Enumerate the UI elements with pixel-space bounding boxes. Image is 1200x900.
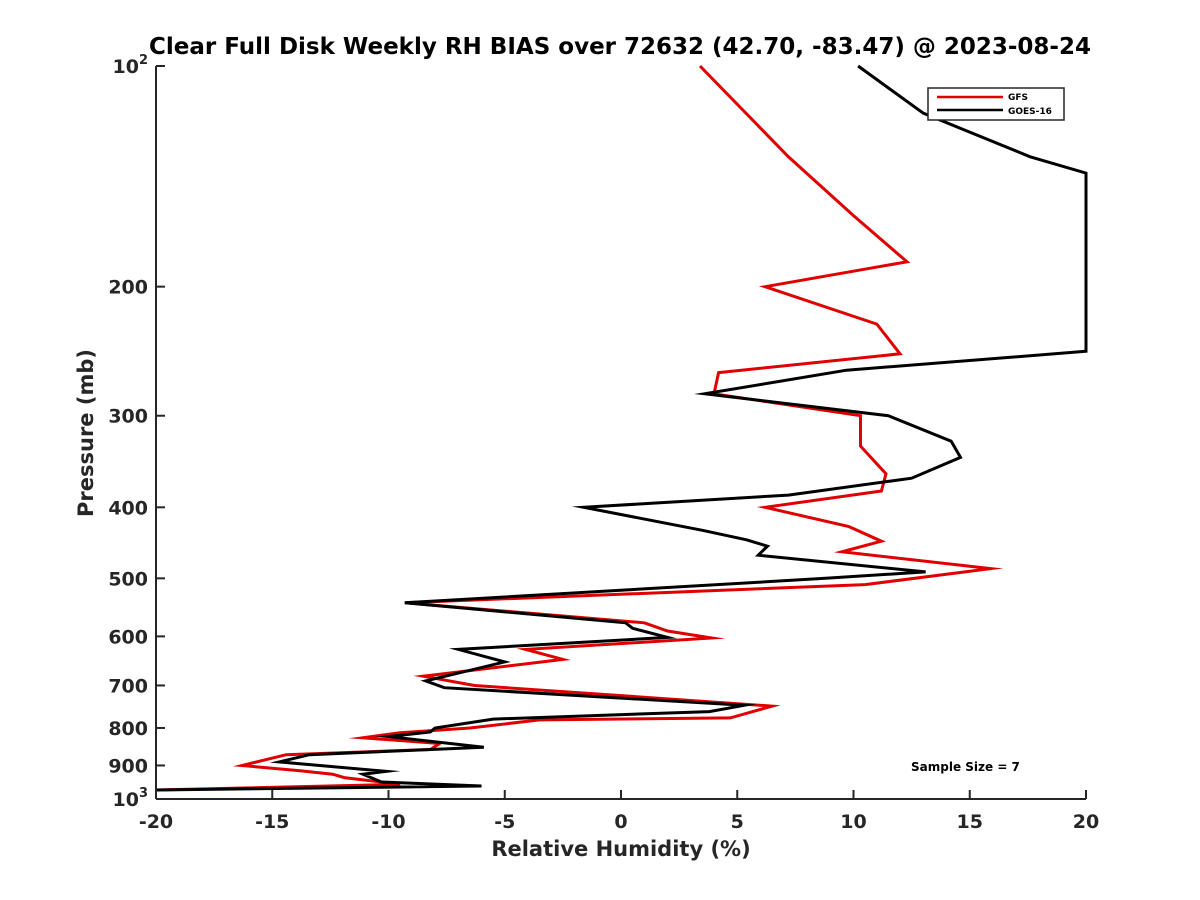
x-tick-label: -15 (255, 811, 289, 833)
x-tick-label: 20 (1073, 811, 1099, 833)
y-tick-label: 200 (108, 277, 148, 299)
legend: GFS GOES-16 (927, 87, 1065, 121)
x-tick-label: -20 (139, 811, 173, 833)
y-tick-label: 400 (108, 497, 148, 519)
x-tick-label: 5 (731, 811, 744, 833)
y-tick-label: 700 (108, 675, 148, 697)
y-tick-label: 103 (113, 786, 149, 811)
sample-size-annotation: Sample Size = 7 (911, 760, 1020, 774)
x-tick-label: -10 (371, 811, 405, 833)
x-tick-label: -5 (494, 811, 515, 833)
x-axis-label: Relative Humidity (%) (491, 837, 750, 861)
x-axis-ticks: -20 -15 -10 -5 0 5 10 15 20 (139, 790, 1099, 833)
series-line-goes16 (155, 64, 1088, 792)
y-tick-label: 102 (113, 53, 149, 78)
plot-area (156, 66, 1086, 799)
x-tick-label: 15 (957, 811, 983, 833)
y-axis-ticks: 102 200 300 400 500 600 700 800 900 103 (108, 53, 165, 811)
y-tick-label: 900 (108, 755, 148, 777)
x-tick-label: 10 (840, 811, 866, 833)
y-tick-label: 300 (108, 406, 148, 428)
y-tick-label: 500 (108, 568, 148, 590)
chart-title: Clear Full Disk Weekly RH BIAS over 7263… (149, 34, 1091, 60)
y-axis-label: Pressure (mb) (74, 349, 98, 517)
x-tick-label: 0 (614, 811, 627, 833)
legend-label-gfs: GFS (1008, 93, 1028, 103)
legend-label-goes16: GOES-16 (1008, 107, 1052, 117)
legend-box (927, 87, 1065, 121)
y-tick-label: 800 (108, 718, 148, 740)
series-layer (155, 64, 1088, 792)
y-tick-label: 600 (108, 626, 148, 648)
